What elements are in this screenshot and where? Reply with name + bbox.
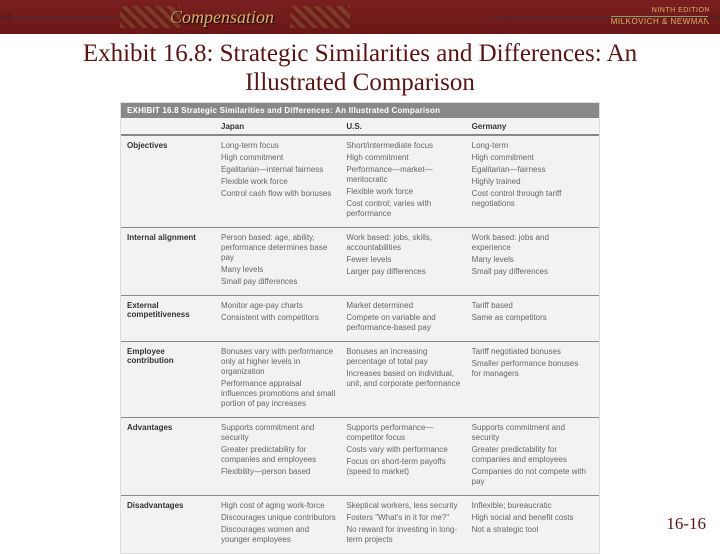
table-body: Objectives Long-term focus High commitment… [121,134,599,553]
cell-japan: Supports commitment and securityGreater … [217,423,342,489]
col-header-germany: Germany [468,122,593,132]
cell-line: Compete on variable and performance-base… [346,313,463,333]
book-header-band: Compensation NINTH EDITION MILKOVICH & N… [0,0,720,34]
cell-line: Work based: jobs and experience [472,233,589,253]
col-header-us: U.S. [342,122,467,132]
cell-germany: Tariff based Same as competitors [468,301,593,335]
table-row: Employee contribution Bonuses vary with p… [121,341,599,417]
cell-line: Monitor age-pay charts [221,301,338,311]
cell-line: Cost control through tariff negotiations [472,189,589,209]
cell-line: Tariff based [472,301,589,311]
brand-logo: Compensation [170,7,274,28]
cell-japan: Person based: age, ability, performance … [217,233,342,289]
cell-line: Not a strategic tool [472,525,589,535]
table-row: Advantages Supports commitment and securi… [121,417,599,495]
cell-germany: Long-term High commitment Egalitarian—fair… [468,141,593,221]
cell-line: Supports commitment and security [221,423,338,443]
cell-line: Focus on short-term payoffs (speed to ma… [346,457,463,477]
table-row: Disadvantages High cost of aging work-for… [121,495,599,553]
cell-line: Performance—market—meritocratic [346,165,463,185]
cell-japan: Long-term focus High commitment Egalitaria… [217,141,342,221]
cell-line: Internal alignment [127,233,213,242]
cell-germany: Tariff negotiated bonuses Smaller perform… [468,347,593,411]
cell-line: Bonuses an increasing percentage of tota… [346,347,463,367]
cell-line: Costs vary with performance [346,445,463,455]
cell-line: Same as competitors [472,313,589,323]
cell-line: Egalitarian—fairness [472,165,589,175]
page-number: 16-16 [666,514,706,534]
row-label: Objectives [127,141,217,221]
cell-line: Flexible work force [221,177,338,187]
cell-line: High commitment [346,153,463,163]
cell-us: Bonuses an increasing percentage of tota… [342,347,467,411]
cell-line: Market determined [346,301,463,311]
cell-germany: Supports commitment and securityGreater … [468,423,593,489]
cell-line: High cost of aging work-force [221,501,338,511]
cell-line: Companies do not compete with pay [472,467,589,487]
cell-line: Bonuses vary with performance only at hi… [221,347,338,377]
cell-japan: Bonuses vary with performance only at hi… [217,347,342,411]
cell-germany: Work based: jobs and experience Many leve… [468,233,593,289]
cell-line: No reward for investing in long-term pro… [346,525,463,545]
row-label: Internal alignment [127,233,217,289]
cell-line: Supports performance—competitor focus [346,423,463,443]
cell-line: Long-term focus [221,141,338,151]
cell-japan: Monitor age-pay charts Consistent with co… [217,301,342,335]
row-label: Advantages [127,423,217,489]
cell-us: Supports performance—competitor focus Cos… [342,423,467,489]
cell-line: Highly trained [472,177,589,187]
cell-line: Small pay differences [472,267,589,277]
cell-line: Work based: jobs, skills, accountabiliti… [346,233,463,253]
cell-line: Person based: age, ability, performance … [221,233,338,263]
cell-line: Advantages [127,423,213,432]
header-blank [127,122,217,132]
cell-line: Flexible work force [346,187,463,197]
cell-line: Employee contribution [127,347,213,365]
cell-line: High commitment [221,153,338,163]
cell-line: Many levels [221,265,338,275]
cell-line: Fewer levels [346,255,463,265]
table-row: External competitivenessMonitor age-pay … [121,295,599,341]
exhibit-caption-bar: EXHIBIT 16.8 Strategic Similarities and … [121,103,599,118]
cell-line: Small pay differences [221,277,338,287]
cell-line: Short/intermediate focus [346,141,463,151]
cell-line: Greater predictability for companies and… [221,445,338,465]
cell-line: Supports commitment and security [472,423,589,443]
cell-line: Objectives [127,141,213,150]
cell-line: High social and benefit costs [472,513,589,523]
cell-line: Long-term [472,141,589,151]
cell-line: Disadvantages [127,501,213,510]
cell-line: Control cash flow with bonuses [221,189,338,199]
col-header-japan: Japan [217,122,342,132]
cell-line: Tariff negotiated bonuses [472,347,589,357]
cell-line: Cost control; varies with performance [346,199,463,219]
cell-line: High commitment [472,153,589,163]
cell-line: Smaller performance bonuses for managers [472,359,589,379]
row-label: External competitiveness [127,301,217,335]
table-header-row: Japan U.S. Germany [121,118,599,134]
cell-line: Inflexible; bureaucratic [472,501,589,511]
cell-line: Egalitarian—internal fairness [221,165,338,175]
row-label: Employee contribution [127,347,217,411]
cell-line: Performance appraisal influences promoti… [221,379,338,409]
table-row: Internal alignment Person based: age, abi… [121,227,599,295]
cell-line: Discourages women and younger employees [221,525,338,545]
cell-line: Fosters "What's in it for me?" [346,513,463,523]
exhibit-title: Exhibit 16.8: Strategic Similarities and… [30,40,690,98]
cell-line: Increases based on individual, unit, and… [346,369,463,389]
cell-line: External competitiveness [127,301,213,319]
cell-line: Flexibility—person based [221,467,338,477]
cell-line: Many levels [472,255,589,265]
cell-line: Discourages unique contributors [221,513,338,523]
edition-label: NINTH EDITION [611,7,710,15]
table-row: Objectives Long-term focus High commitment… [121,134,599,227]
cell-line: Larger pay differences [346,267,463,277]
cell-line: Consistent with competitors [221,313,338,323]
cell-line: Skeptical workers, less security [346,501,463,511]
cell-us: Short/intermediate focus High commitment P… [342,141,467,221]
cell-us: Work based: jobs, skills, accountabiliti… [342,233,467,289]
cell-us: Market determined Compete on variable and… [342,301,467,335]
cell-line: Greater predictability for companies and… [472,445,589,465]
exhibit-table: EXHIBIT 16.8 Strategic Similarities and … [120,102,600,554]
